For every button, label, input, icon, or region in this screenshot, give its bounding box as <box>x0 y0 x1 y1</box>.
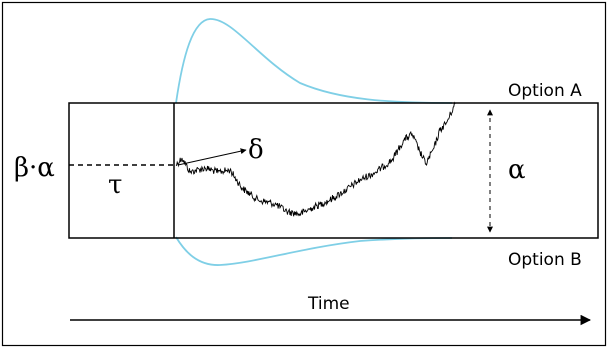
drift-rate-arrow <box>177 148 247 166</box>
option-b-label: Option B <box>508 250 582 270</box>
upper-rt-distribution-curve <box>175 18 453 104</box>
decision-boundary-box <box>68 102 599 239</box>
option-a-label: Option A <box>508 81 582 101</box>
start-point-label: β·α <box>14 153 55 183</box>
time-axis-label: Time <box>307 294 350 314</box>
drift-rate-label: δ <box>248 135 264 165</box>
non-decision-time-label: τ <box>108 170 122 200</box>
boundary-separation-label: α <box>508 155 526 185</box>
evidence-accumulation-path <box>175 101 456 217</box>
lower-rt-distribution-curve <box>175 236 453 266</box>
